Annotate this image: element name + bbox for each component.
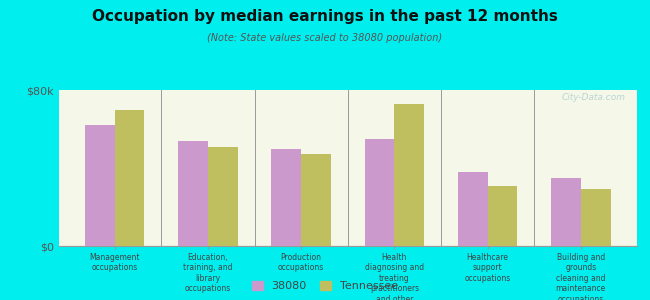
Bar (208, 147, 238, 246)
Bar (395, 103, 424, 246)
Text: City-Data.com: City-Data.com (562, 93, 625, 102)
Bar (271, 148, 301, 246)
Text: (Note: State values scaled to 38080 population): (Note: State values scaled to 38080 popu… (207, 33, 443, 43)
Bar (114, 110, 144, 246)
Bar (365, 139, 395, 246)
Legend: 38080, Tennessee: 38080, Tennessee (252, 281, 398, 291)
Bar (458, 172, 488, 246)
Bar (551, 178, 581, 246)
Bar (488, 185, 517, 246)
Bar (581, 190, 611, 246)
Bar (178, 141, 208, 246)
Bar (301, 154, 331, 246)
Text: Occupation by median earnings in the past 12 months: Occupation by median earnings in the pas… (92, 9, 558, 24)
Bar (84, 125, 114, 246)
